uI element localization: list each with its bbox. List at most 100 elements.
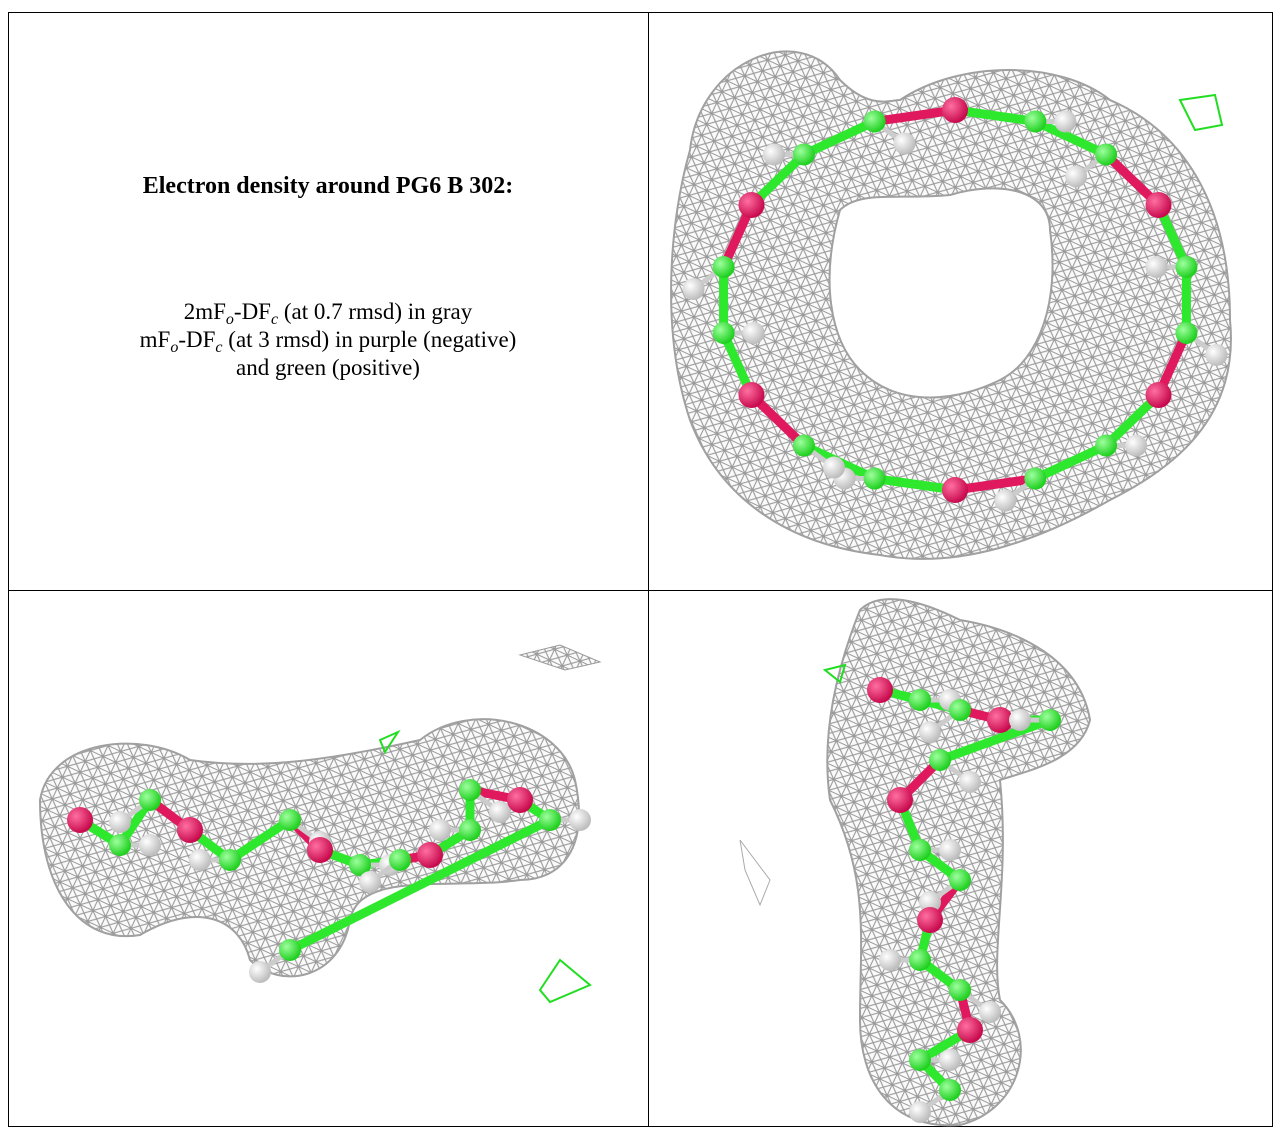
hydrogen-atom: [742, 321, 765, 344]
subscript: o: [170, 339, 179, 356]
hydrogen-atom: [359, 871, 381, 893]
caption-text: (at 3 rmsd) in purple (negative): [222, 327, 517, 352]
carbon-atom: [909, 839, 931, 861]
carbon-atom: [349, 854, 371, 876]
hydrogen-atom: [569, 809, 591, 831]
caption-text: -DF: [233, 299, 271, 324]
oxygen-atom: [987, 707, 1013, 733]
carbon-atom: [792, 143, 815, 166]
carbon-atom: [792, 434, 815, 457]
density-view-bottom-right: [739, 93, 1224, 1127]
difference-density: [822, 93, 1224, 684]
hydrogen-atom: [939, 839, 961, 861]
caption-line: mFo-DFc (at 3 rmsd) in purple (negative): [9, 326, 647, 356]
carbon-atom: [1024, 110, 1047, 133]
carbon-atom: [1039, 709, 1061, 731]
carbon-atom: [712, 321, 735, 344]
carbon-atom: [939, 1079, 961, 1101]
density-view-top: [670, 50, 1232, 560]
hydrogen-atom: [109, 811, 131, 833]
caption-line: 2mFo-DFc (at 0.7 rmsd) in gray: [9, 298, 647, 328]
caption-text: 2mF: [183, 299, 226, 324]
bond: [950, 105, 1040, 126]
carbon-atom: [1095, 143, 1118, 166]
density-mesh: [670, 50, 1232, 560]
oxygen-atom: [1145, 382, 1172, 408]
bond: [935, 715, 1055, 765]
carbon-atom: [279, 939, 301, 961]
hydrogen-atom: [682, 278, 705, 301]
bond: [870, 105, 960, 126]
hydrogen-atom: [762, 143, 785, 166]
bond: [799, 116, 880, 159]
hydrogen-atom: [1205, 343, 1228, 366]
bond: [225, 815, 295, 865]
bond: [1030, 116, 1111, 159]
carbon-atom: [909, 689, 931, 711]
difference-density: [378, 729, 592, 1004]
hydrogen-atom: [1054, 110, 1077, 133]
caption-text: mF: [139, 327, 171, 352]
oxygen-atom: [177, 817, 203, 843]
hydrogen-atom: [1125, 434, 1148, 457]
carbon-atom: [109, 834, 131, 856]
caption-title: Electron density around PG6 B 302:: [142, 173, 514, 199]
oxygen-atom: [507, 787, 533, 813]
carbon-atom: [539, 809, 561, 831]
caption-text: (at 0.7 rmsd) in gray: [278, 299, 473, 324]
hydrogen-atom: [893, 132, 916, 155]
density-fragment: [518, 644, 602, 671]
carbon-atom: [712, 256, 735, 279]
carbon-atom: [1024, 467, 1047, 490]
bond: [950, 474, 1040, 495]
bond: [870, 474, 960, 495]
hydrogen-atom: [919, 721, 941, 743]
carbon-atom: [389, 849, 411, 871]
carbon-atom: [1175, 256, 1198, 279]
oxygen-atom: [942, 477, 968, 503]
carbon-atom: [459, 819, 481, 841]
density-view-bottom-left: [38, 644, 602, 1004]
hydrogen-atom: [249, 961, 271, 983]
hydrogen-atom: [189, 849, 211, 871]
carbon-atom: [909, 1049, 931, 1071]
carbon-atom: [949, 869, 971, 891]
oxygen-atom: [957, 1017, 983, 1043]
caption-lines: 2mFo-DFc (at 0.7 rmsd) in gray mFo-DFc (a…: [9, 298, 647, 382]
carbon-atom: [909, 949, 931, 971]
carbon-atom: [1095, 434, 1118, 457]
subscript: c: [270, 311, 279, 328]
hydrogen-atom: [1065, 165, 1088, 188]
oxygen-atom: [307, 837, 333, 863]
carbon-atom: [139, 789, 161, 811]
oxygen-atom: [1145, 192, 1172, 218]
bond: [285, 815, 555, 955]
hydrogen-atom: [1009, 709, 1031, 731]
oxygen-atom: [738, 192, 765, 218]
carbon-atom: [863, 110, 886, 133]
caption-line: and green (positive): [9, 354, 647, 382]
carbon-atom: [219, 849, 241, 871]
oxygen-atom: [867, 677, 893, 703]
density-fragment: [739, 839, 771, 907]
oxygen-atom: [942, 97, 968, 123]
caption-text: and green (positive): [236, 355, 420, 380]
hydrogen-atom: [979, 1001, 1001, 1023]
carbon-atom: [459, 779, 481, 801]
oxygen-atom: [738, 382, 765, 408]
oxygen-atom: [917, 907, 943, 933]
hydrogen-atom: [994, 489, 1017, 512]
carbon-atom: [949, 979, 971, 1001]
subscript: o: [225, 311, 234, 328]
hydrogen-atom: [909, 1101, 931, 1123]
carbon-atom: [1175, 321, 1198, 344]
hydrogen-atom: [429, 819, 451, 841]
hydrogen-atom: [879, 949, 901, 971]
carbon-atom: [863, 467, 886, 490]
oxygen-atom: [417, 842, 443, 868]
caption-cell: Electron density around PG6 B 302: 2mFo-…: [9, 13, 647, 589]
carbon-atom: [929, 749, 951, 771]
hydrogen-atom: [139, 834, 161, 856]
